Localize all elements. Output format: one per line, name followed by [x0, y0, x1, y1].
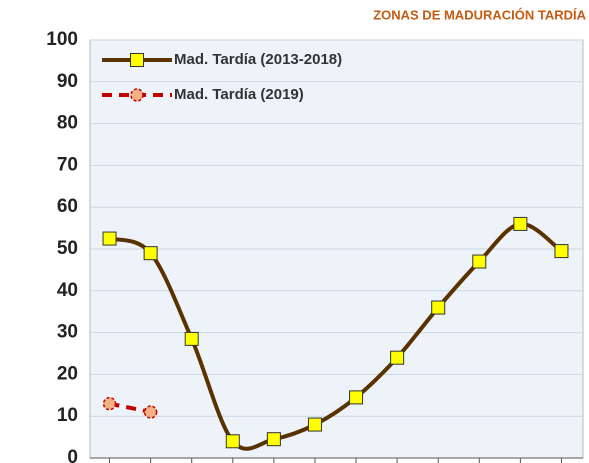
y-tick-label: 70	[57, 154, 78, 175]
y-tick-label: 20	[57, 363, 78, 384]
y-tick-label: 100	[46, 29, 78, 50]
marker	[184, 331, 199, 346]
marker	[143, 405, 158, 419]
marker	[307, 417, 322, 432]
marker	[431, 300, 446, 315]
legend-label: Mad. Tardía (2019)	[174, 86, 304, 103]
y-tick-label: 50	[57, 238, 78, 259]
marker	[554, 244, 569, 259]
y-tick-label: 40	[57, 280, 78, 301]
marker	[102, 231, 117, 246]
marker	[102, 396, 117, 411]
marker	[390, 350, 405, 365]
legend-label: Mad. Tardía (2013-2018)	[174, 51, 342, 68]
legend-marker	[130, 53, 144, 67]
chart-title: ZONAS DE MADURACIÓN TARDÍA	[373, 7, 586, 22]
marker	[266, 432, 281, 447]
y-tick-label: 90	[57, 71, 78, 92]
marker	[472, 254, 487, 269]
y-tick-label: 30	[57, 322, 78, 343]
marker	[513, 216, 528, 231]
legend-marker	[130, 88, 144, 102]
y-tick-label: 80	[57, 113, 78, 134]
y-tick-label: 60	[57, 196, 78, 217]
marker	[225, 434, 240, 449]
marker	[349, 390, 364, 405]
marker	[143, 246, 158, 261]
y-tick-label: 0	[67, 447, 78, 463]
y-tick-label: 10	[57, 405, 78, 426]
